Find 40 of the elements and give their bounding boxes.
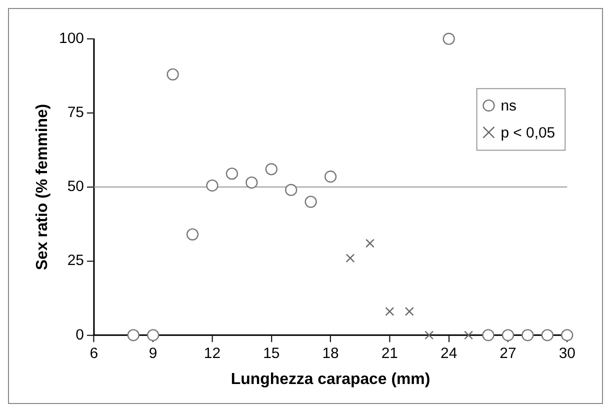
y-tick-label: 25	[67, 252, 84, 270]
y-tick-label: 75	[67, 104, 84, 122]
point	[346, 254, 355, 263]
point	[226, 168, 238, 180]
point	[464, 330, 474, 340]
point	[166, 68, 179, 80]
point	[246, 176, 258, 189]
y-tick-label: 0	[76, 326, 84, 344]
x-tick-label: 21	[381, 345, 398, 362]
point	[404, 306, 414, 316]
y-axis-title: Sex ratio (% femmine)	[34, 104, 51, 270]
legend-label: ns	[500, 98, 516, 115]
x-tick-label: 24	[440, 345, 458, 362]
point	[186, 228, 199, 240]
x-tick-label: 15	[263, 345, 280, 362]
x-tick-label: 18	[322, 345, 339, 362]
point	[365, 238, 374, 248]
x-tick-label: 27	[500, 345, 516, 362]
point	[206, 179, 218, 192]
point	[265, 163, 278, 176]
y-tick-label: 50	[67, 178, 84, 196]
x-tick-label: 9	[148, 345, 158, 362]
point	[385, 306, 394, 316]
y-tick-label: 100	[59, 30, 84, 47]
point	[541, 329, 554, 342]
point	[127, 329, 140, 342]
point	[424, 330, 434, 340]
x-axis-title: Lunghezza carapace (mm)	[230, 370, 430, 388]
point	[304, 196, 317, 208]
x-tick-label: 30	[558, 345, 576, 362]
point	[147, 329, 160, 342]
point	[522, 329, 534, 342]
point	[502, 329, 514, 342]
point	[285, 184, 298, 196]
legend-label: p < 0,05	[500, 124, 556, 142]
x-tick-label: 12	[204, 345, 221, 362]
point	[442, 32, 455, 45]
point	[324, 170, 337, 183]
x-tick-label: 6	[90, 345, 98, 362]
point	[482, 329, 494, 342]
